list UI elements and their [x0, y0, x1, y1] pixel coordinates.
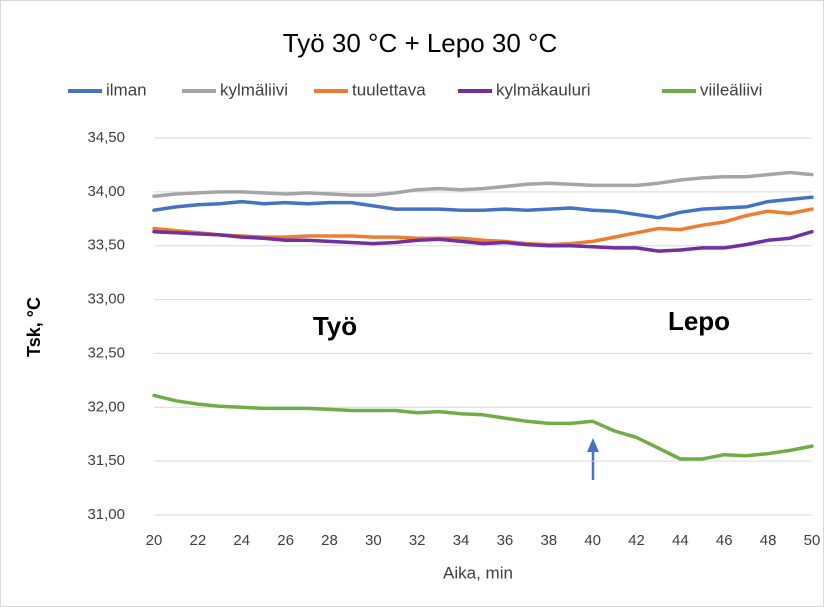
x-tick-label: 26 — [277, 532, 294, 549]
x-tick-label: 48 — [760, 532, 777, 549]
legend-label: tuulettava — [352, 80, 426, 99]
series-line — [152, 170, 814, 198]
x-tick-label: 22 — [190, 532, 207, 549]
legend-label: viileäliivi — [700, 80, 762, 99]
y-tick-label: 31,00 — [87, 506, 125, 523]
x-axis-label: Aika, min — [443, 563, 513, 582]
arrow — [587, 438, 599, 480]
x-tick-label: 50 — [804, 532, 821, 549]
x-tick-label: 20 — [146, 532, 163, 549]
x-tick-label: 40 — [584, 532, 601, 549]
y-tick-label: 32,50 — [87, 344, 125, 361]
x-tick-label: 34 — [453, 532, 470, 549]
y-tick-label: 32,00 — [87, 398, 125, 415]
chart-title: Työ 30 °C + Lepo 30 °C — [283, 28, 557, 58]
x-tick-label: 30 — [365, 532, 382, 549]
y-tick-label: 33,00 — [87, 291, 125, 308]
y-tick-label: 34,00 — [87, 183, 125, 200]
legend-label: ilman — [106, 80, 147, 99]
x-tick-label: 38 — [540, 532, 557, 549]
x-tick-label: 36 — [497, 532, 514, 549]
series-line — [152, 393, 814, 461]
legend-label: kylmäkauluri — [496, 80, 590, 99]
series-line — [152, 229, 814, 253]
x-tick-label: 28 — [321, 532, 338, 549]
legend-label: kylmäliivi — [220, 80, 288, 99]
series-line — [152, 195, 814, 220]
y-tick-label: 33,50 — [87, 237, 125, 254]
x-tick-label: 44 — [672, 532, 689, 549]
x-tick-label: 24 — [233, 532, 250, 549]
x-tick-label: 46 — [716, 532, 733, 549]
x-tick-label: 32 — [409, 532, 426, 549]
y-tick-label: 34,50 — [87, 129, 125, 146]
annotation: Lepo — [668, 306, 730, 336]
x-tick-label: 42 — [628, 532, 645, 549]
annotation: Työ — [313, 311, 357, 341]
y-tick-label: 31,50 — [87, 452, 125, 469]
y-axis-label: Tsk, °C — [24, 297, 44, 357]
